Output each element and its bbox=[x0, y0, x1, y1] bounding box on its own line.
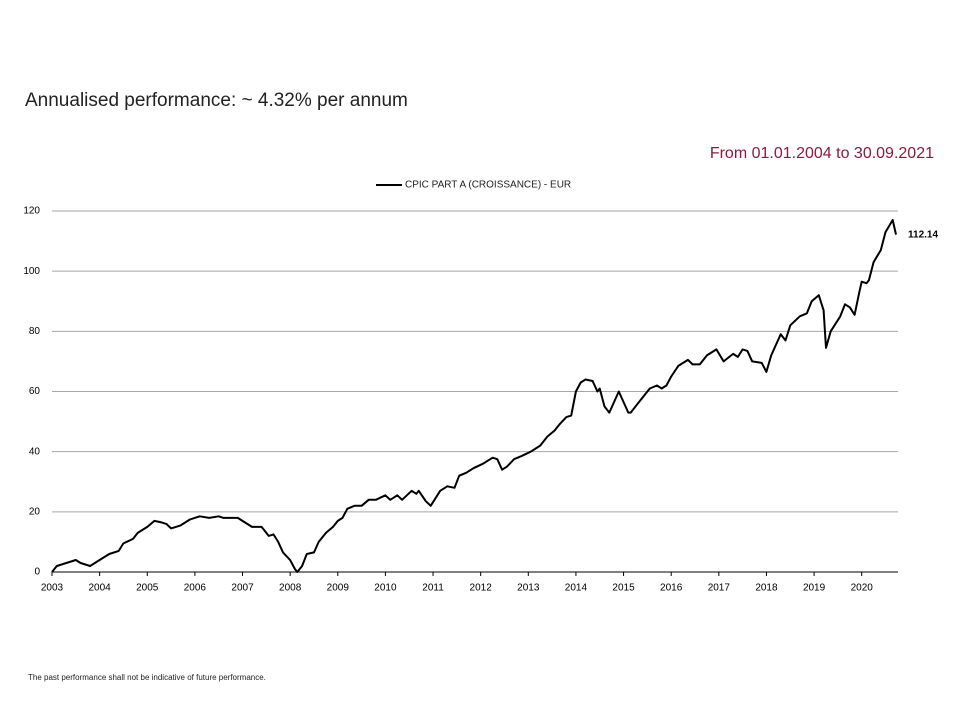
x-tick-label: 2009 bbox=[327, 583, 350, 594]
x-tick-label: 2017 bbox=[708, 583, 731, 594]
x-tick-label: 2005 bbox=[136, 583, 159, 594]
chart-title: Annualised performance: ~ 4.32% per annu… bbox=[25, 90, 408, 111]
x-tick-label: 2020 bbox=[851, 583, 874, 594]
legend-label: CPIC PART A (CROISSANCE) - EUR bbox=[405, 180, 571, 191]
x-tick-label: 2003 bbox=[41, 583, 64, 594]
y-tick-label: 20 bbox=[29, 506, 41, 517]
end-value-label: 112.14 bbox=[908, 229, 938, 240]
x-tick-label: 2018 bbox=[755, 583, 778, 594]
x-tick-label: 2014 bbox=[565, 583, 588, 594]
x-tick-label: 2019 bbox=[803, 583, 826, 594]
x-tick-label: 2008 bbox=[279, 583, 302, 594]
y-tick-label: 0 bbox=[34, 567, 40, 578]
x-tick-label: 2015 bbox=[612, 583, 635, 594]
chart-subtitle: From 01.01.2004 to 30.09.2021 bbox=[710, 145, 934, 162]
x-tick-label: 2010 bbox=[374, 583, 397, 594]
line bbox=[51, 219, 897, 573]
x-tick-label: 2012 bbox=[470, 583, 493, 594]
x-tick-label: 2013 bbox=[517, 583, 540, 594]
x-tick-label: 2007 bbox=[231, 583, 254, 594]
y-tick-label: 40 bbox=[29, 446, 41, 457]
x-tick-label: 2004 bbox=[89, 583, 112, 594]
x-tick-label: 2006 bbox=[184, 583, 207, 594]
y-tick-label: 120 bbox=[23, 206, 40, 217]
y-tick-label: 80 bbox=[29, 326, 41, 337]
x-tick-label: 2016 bbox=[660, 583, 683, 594]
y-tick-label: 100 bbox=[23, 266, 40, 277]
x-tick-label: 2011 bbox=[422, 583, 444, 594]
y-tick-label: 60 bbox=[29, 386, 41, 397]
footnote: The past performance shall not be indica… bbox=[28, 673, 266, 682]
